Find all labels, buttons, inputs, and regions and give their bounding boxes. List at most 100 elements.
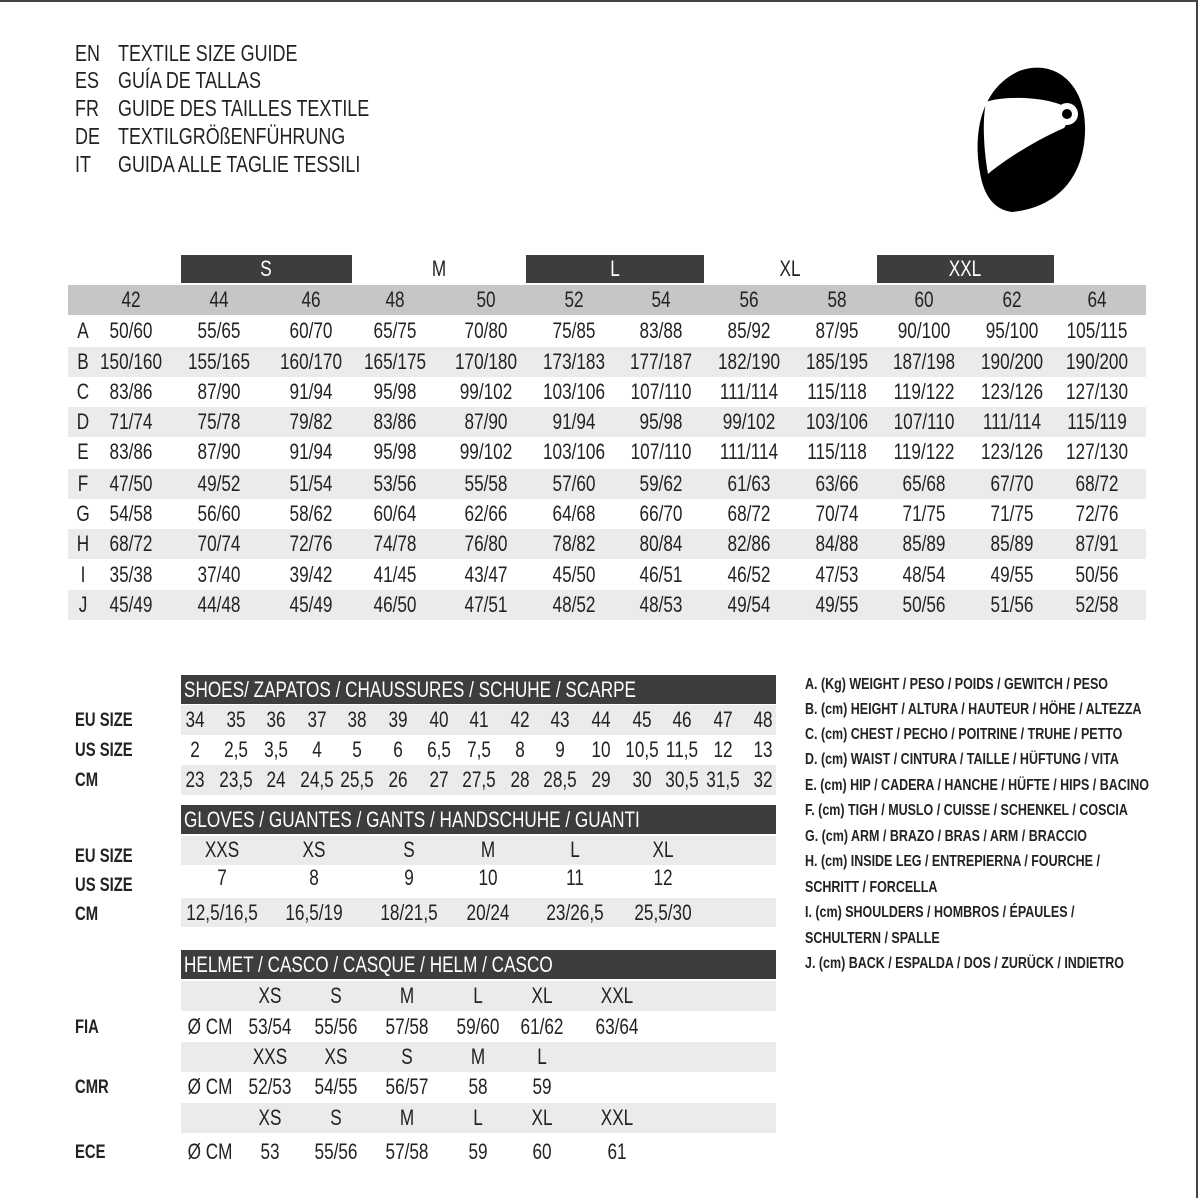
table-cell: 28 [508, 765, 532, 795]
table-cell: 68/72 [103, 529, 158, 559]
helmet-size: XS [321, 1042, 350, 1072]
table-cell: 28,5 [539, 765, 582, 795]
table-cell-text: XL [652, 837, 674, 862]
table-cell-text: 55/56 [314, 1014, 358, 1039]
table-cell: 23 [183, 765, 207, 795]
table-cell: 35 [223, 705, 247, 735]
table-cell-text: 50/56 [902, 592, 946, 617]
row-key-text: I [80, 562, 86, 587]
table-cell: 32 [751, 765, 775, 795]
table-cell: L [569, 835, 581, 865]
table-cell-text: 28,5 [543, 767, 578, 792]
table-cell-text: 2 [190, 737, 200, 762]
table-cell: 83/86 [103, 437, 158, 467]
table-cell-text: 55/65 [197, 318, 241, 343]
table-cell: 52/53 [242, 1072, 297, 1102]
table-cell-text: 80/84 [639, 531, 683, 556]
eu-size-header-band [68, 285, 1146, 315]
legend-item-text: F. (cm) TIGH / MUSLO / CUISSE / SCHENKEL… [805, 802, 1128, 819]
table-cell: 95/98 [367, 377, 422, 407]
table-cell-text: 51/56 [990, 592, 1034, 617]
table-cell-text: 64/68 [552, 501, 596, 526]
table-cell-text: 87/90 [464, 409, 508, 434]
table-cell-text: 49/55 [815, 592, 859, 617]
table-cell: 55/56 [308, 1137, 363, 1167]
table-cell-text: 56/57 [385, 1074, 429, 1099]
table-cell: 3,5 [261, 735, 292, 765]
legend-item-text: SCHRITT / FORCELLA [805, 879, 938, 896]
table-cell-text: 46/51 [639, 562, 683, 587]
table-cell-text: 41/45 [373, 562, 417, 587]
eu-size-header-text: 60 [914, 287, 934, 312]
language-code-text: IT [75, 151, 91, 177]
table-cell-text: 60/70 [289, 318, 333, 343]
table-cell: 53 [258, 1137, 282, 1167]
table-cell-text: 49/55 [990, 562, 1034, 587]
table-cell-text: 41 [469, 707, 489, 732]
legend-item: J. (cm) BACK / ESPALDA / DOS / ZURÜCK / … [805, 951, 1200, 976]
table-cell: 64/68 [546, 499, 601, 529]
table-cell-text: 82/86 [727, 531, 771, 556]
title-text-text: GUIDA ALLE TAGLIE TESSILI [118, 151, 361, 177]
helmet-size-text: XS [324, 1044, 348, 1069]
table-cell-text: 95/100 [985, 318, 1039, 343]
table-cell: 87/95 [809, 316, 864, 346]
table-cell: 45 [629, 705, 653, 735]
table-cell: 71/75 [896, 499, 951, 529]
table-cell-text: 7,5 [467, 737, 492, 762]
unit-label-text: Ø CM [187, 1014, 233, 1039]
table-cell-text: 127/130 [1065, 379, 1129, 404]
table-cell: 119/122 [885, 437, 963, 467]
table-cell: 87/90 [191, 437, 246, 467]
helmet-size: M [398, 981, 416, 1011]
table-cell: 68/72 [721, 499, 776, 529]
table-cell: 39 [386, 705, 410, 735]
table-cell-text: 61/62 [520, 1014, 564, 1039]
table-cell-text: 55/56 [314, 1139, 358, 1164]
table-cell: 82/86 [721, 529, 776, 559]
title-text-text: TEXTILGRÖßENFÜHRUNG [118, 123, 346, 149]
table-cell-text: 63/66 [815, 471, 859, 496]
table-cell: 46/52 [721, 560, 776, 590]
table-cell-text: 16,5/19 [285, 900, 343, 925]
table-cell: 111/114 [712, 377, 787, 407]
legend-item-text: E. (cm) HIP / CADERA / HANCHE / HÜFTE / … [805, 777, 1149, 794]
table-cell-text: 68/72 [109, 531, 153, 556]
table-cell-text: 185/195 [805, 349, 869, 374]
table-cell-text: 99/102 [459, 379, 513, 404]
table-cell-text: 6,5 [426, 737, 451, 762]
table-cell: 84/88 [809, 529, 864, 559]
table-cell: 67/70 [984, 469, 1039, 499]
table-cell: 91/94 [283, 437, 338, 467]
row-shade [181, 705, 776, 735]
table-cell-text: M [480, 837, 496, 862]
table-cell-text: 56/60 [197, 501, 241, 526]
table-cell: 59 [466, 1137, 490, 1167]
helmet-size: XXL [596, 981, 638, 1011]
table-cell-text: 45 [632, 707, 652, 732]
unit-label: Ø CM [181, 1137, 238, 1167]
table-cell-text: 59/60 [456, 1014, 500, 1039]
table-cell-text: 53/56 [373, 471, 417, 496]
row-key-text: B [77, 349, 89, 374]
table-cell-text: 72/76 [1075, 501, 1119, 526]
size-group-band [526, 255, 704, 283]
table-cell: 36 [264, 705, 288, 735]
title-text-text: TEXTILE SIZE GUIDE [118, 40, 298, 66]
table-cell: 115/119 [1059, 407, 1135, 437]
language-code-text: ES [75, 67, 99, 93]
table-cell: 48/52 [546, 590, 601, 620]
table-cell: 155/165 [179, 347, 259, 377]
table-cell: 2 [189, 735, 201, 765]
table-cell: 10,5 [620, 735, 663, 765]
table-cell-text: 70/74 [815, 501, 859, 526]
helmet-size: XS [255, 981, 284, 1011]
table-cell: 58/62 [283, 499, 338, 529]
eu-size-header-text: 50 [476, 287, 496, 312]
table-cell: 70/74 [809, 499, 864, 529]
table-cell: 85/89 [984, 529, 1039, 559]
language-code: FR [75, 94, 106, 122]
table-cell-text: 27 [429, 767, 449, 792]
table-cell-text: 75/78 [197, 409, 241, 434]
